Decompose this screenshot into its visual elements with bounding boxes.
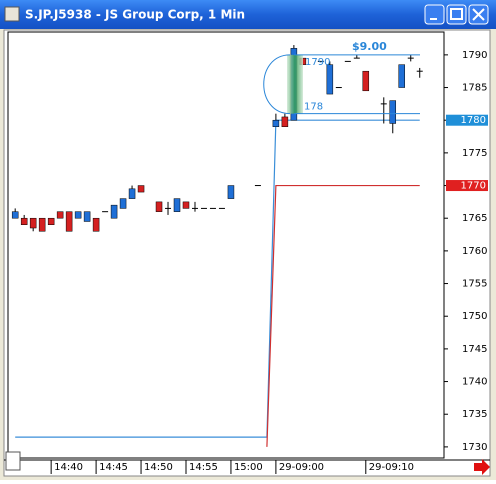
window-title: S.JP.J5938 - JS Group Corp, 1 Min	[25, 8, 245, 22]
candle-body	[155, 201, 163, 212]
window-icon[interactable]	[4, 6, 20, 22]
candle-body	[128, 188, 136, 199]
plot-area	[7, 31, 445, 459]
measure-bracket	[263, 54, 291, 115]
measure-difference: $9.00	[352, 40, 387, 53]
candle-body	[326, 64, 334, 95]
candle-body	[74, 211, 82, 219]
y-tick-label: 1775	[462, 148, 487, 159]
close-button[interactable]	[468, 4, 489, 25]
candle-body	[227, 185, 235, 199]
candle-body	[119, 198, 127, 209]
scroll-box[interactable]	[5, 451, 21, 471]
candle-body	[20, 217, 28, 225]
price-marker-label: 1780	[461, 115, 486, 126]
candle-body	[11, 211, 19, 219]
candle-body	[137, 185, 145, 193]
y-tick-label: 1790	[462, 50, 487, 61]
y-tick-label: 1760	[462, 246, 487, 257]
scroll-right-arrow[interactable]	[474, 459, 490, 475]
price-marker	[446, 114, 488, 126]
minimize-button[interactable]	[424, 4, 445, 25]
candle-body	[56, 211, 64, 219]
y-tick-label: 1745	[462, 344, 487, 355]
candle-body	[65, 211, 73, 232]
x-tick-label: 14:55	[189, 462, 218, 473]
plot-layer: 1730 1735 1740 1745 1750 1755 1760 1765 1770 1775…	[11, 40, 488, 474]
price-marker-label: 1770	[461, 181, 486, 192]
x-tick-label: 29-09:10	[369, 462, 414, 473]
y-tick-label: 1785	[462, 83, 487, 94]
y-tick-label: 1735	[462, 409, 487, 420]
x-tick-label: 29-09:00	[279, 462, 324, 473]
candle-body	[83, 211, 91, 222]
y-tick-label: 1765	[462, 213, 487, 224]
price-marker	[446, 180, 488, 192]
x-tick-label: 14:50	[144, 462, 173, 473]
candle-body	[38, 217, 46, 232]
candle-body	[389, 100, 397, 124]
candle-body	[182, 201, 190, 209]
candle-body	[110, 204, 118, 219]
price-line	[266, 184, 420, 447]
candle-body	[47, 217, 55, 225]
x-tick-label: 14:45	[99, 462, 128, 473]
y-tick-label: 1755	[462, 279, 487, 290]
candle-body	[362, 70, 370, 92]
price-line	[15, 119, 420, 438]
candle-body	[92, 217, 100, 232]
x-tick-label: 14:40	[54, 462, 83, 473]
candle-body	[29, 217, 37, 229]
measure-highlight	[287, 54, 303, 114]
candle-body	[173, 198, 181, 212]
measure-low-label: 178	[304, 102, 323, 113]
title-bar	[0, 0, 496, 29]
y-tick-label: 1750	[462, 311, 487, 322]
x-tick-label: 15:00	[234, 462, 263, 473]
candle-body	[281, 116, 289, 127]
candle-body	[398, 64, 405, 88]
y-tick-label: 1730	[462, 442, 487, 453]
measure-high-label: 1790	[305, 57, 330, 68]
candle-body	[272, 119, 280, 127]
maximize-button[interactable]	[446, 4, 467, 25]
y-tick-label: 1740	[462, 377, 487, 388]
